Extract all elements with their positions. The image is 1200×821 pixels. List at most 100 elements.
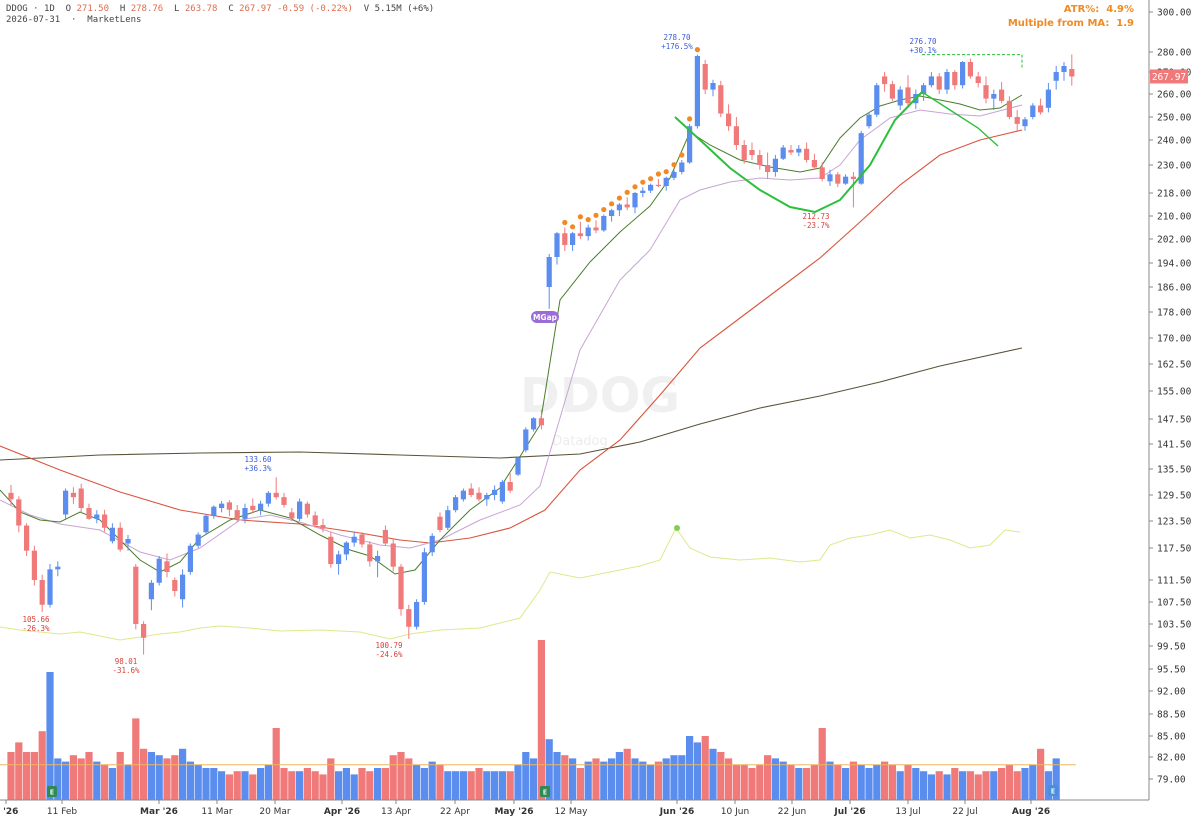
time-tick-label: Jul '26 [833,807,865,817]
volume-bar [436,764,444,800]
volume-bar [701,736,709,800]
candle-body [336,554,342,564]
candle-body [414,602,420,627]
candle-body [460,490,466,500]
handle-pattern-line [921,91,999,147]
volume-bar [288,771,296,800]
volume-bar [342,768,350,800]
atr-value: 4.9% [1106,4,1134,15]
volume-bar [522,752,530,800]
candle-body [905,87,911,104]
candle-body [733,126,739,145]
volume-bar [959,771,967,800]
volume-bar [857,764,865,800]
streak-dot [648,176,654,182]
candle-body [148,582,154,600]
volume-bar [467,771,475,800]
volume-bar [397,752,405,800]
pivot-change-label: +30.1% [909,46,937,55]
low-label: L [174,4,180,14]
volume-bar [15,742,23,800]
multiple-from-ma-indicator: Multiple from MA: 1.9 [1008,18,1134,29]
time-axis[interactable]: b '26 11 Feb Mar '26 11 Mar 20 Mar Apr '26 13 … [0,800,1050,817]
volume-bar [951,768,959,800]
candle-body [86,508,92,519]
candle-body [531,418,537,430]
price-axis[interactable]: 300.00280.00270.00260.00250.00240.00230.… [1149,8,1192,786]
volume-bar [194,764,202,800]
price-tick-label: 82.00 [1157,753,1186,764]
pivot-price-label: 276.70 [909,37,937,46]
candle-body [788,150,794,153]
candle-body [960,62,966,86]
volume-bar [155,755,163,800]
candle-body [141,624,147,638]
volume-bar [873,764,881,800]
volume-bar [927,774,935,800]
candle-body [718,85,724,114]
candle-body [944,72,950,90]
candle-body [133,566,139,624]
volume-bar [7,752,15,800]
volume-bar [818,728,826,800]
candle-body [577,233,583,237]
cup-pattern-line [674,91,923,214]
open-label: O [65,4,72,14]
time-tick-label: Mar '26 [140,807,178,817]
ticker-symbol: DDOG [6,4,28,14]
candle-body [827,174,833,182]
last-price-label: 267.97 [1152,72,1186,83]
candle-body [445,510,451,528]
candle-body [211,506,217,516]
time-tick-label: 12 May [555,807,589,817]
volume-bar [303,768,311,800]
streak-dot [632,184,638,190]
streak-dot [687,116,693,122]
price-tick-label: 162.50 [1157,360,1192,371]
pivot-change-label: +176.5% [661,42,693,51]
candle-body [609,210,615,216]
price-tick-label: 250.00 [1157,113,1192,124]
candle-body [1022,119,1028,127]
candle-body [554,233,560,257]
volume-bar [842,768,850,800]
volume-bar [124,764,132,800]
volume-bar [335,771,343,800]
price-tick-label: 103.50 [1157,620,1192,631]
candle-body [172,580,178,591]
candle-body [1038,105,1044,113]
candle-body [866,114,872,127]
candle-body [640,190,646,193]
date-source-line: 2026-07-31 · MarketLens [6,15,142,25]
candle-body [234,510,240,519]
candle-body [804,148,810,160]
pivot-change-label: -23.7% [802,221,830,230]
volume-bar [444,771,452,800]
streak-dot [585,217,591,223]
candle-body [1061,66,1067,72]
time-tick-label: 22 Jul [952,807,977,817]
price-tick-label: 111.50 [1157,576,1192,587]
streak-dot [671,162,677,168]
candle-body [921,85,927,94]
candle-body [694,56,700,127]
candle-body [991,94,997,99]
close-value: 267.97 [239,4,272,14]
price-tick-label: 202.00 [1157,235,1192,246]
volume-bar [576,768,584,800]
candle-body [164,561,170,572]
volume-bar [147,752,155,800]
candle-body [1045,89,1051,108]
volume-bar [888,764,896,800]
volume-bar [46,672,54,800]
price-tick-label: 85.00 [1157,732,1186,743]
volume-bar [381,768,389,800]
candle-body [710,83,716,90]
candle-body [203,515,209,533]
volume-bar [990,771,998,800]
price-tick-label: 107.50 [1157,598,1192,609]
volume-bar [1037,748,1045,800]
volume-bar [748,768,756,800]
pivot-change-label: +36.3% [244,464,272,473]
